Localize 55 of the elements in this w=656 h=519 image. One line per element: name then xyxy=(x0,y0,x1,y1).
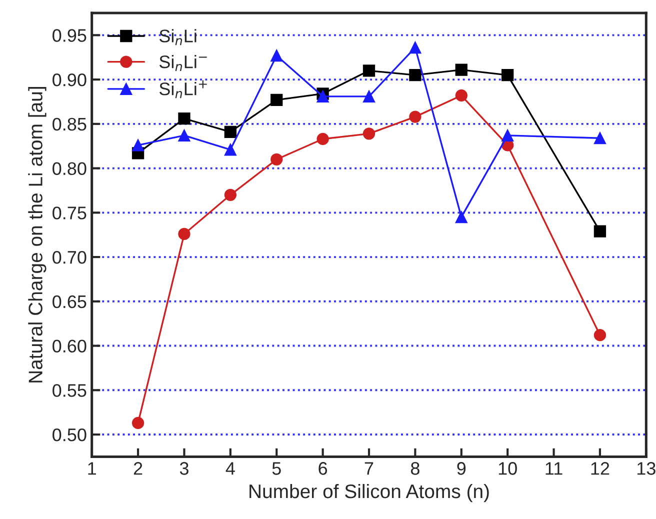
x-tick-label: 3 xyxy=(180,462,188,475)
x-tick-label: 2 xyxy=(134,462,142,475)
x-tick-label: 1 xyxy=(88,462,96,475)
point xyxy=(270,153,283,166)
point xyxy=(224,144,236,156)
y-tick-label: 0.60 xyxy=(52,340,86,353)
point xyxy=(409,110,422,123)
x-tick-label: 11 xyxy=(546,462,562,475)
legend-label: Si$_{n}$Li$^{+}$ xyxy=(159,80,207,98)
x-tick-label: 7 xyxy=(364,462,374,475)
point xyxy=(455,64,468,76)
y-axis-title: Natural Charge on the Li atom [au] xyxy=(28,87,46,382)
point xyxy=(594,225,606,238)
point xyxy=(224,188,236,201)
y-tick-label: 0.80 xyxy=(52,162,86,176)
y-tick-label: 0.55 xyxy=(52,384,86,397)
point xyxy=(455,211,468,224)
point xyxy=(132,416,144,430)
y-tick-label: 0.75 xyxy=(52,206,86,220)
point xyxy=(270,94,283,106)
point xyxy=(132,139,144,152)
x-tick-label: 8 xyxy=(410,462,420,475)
point xyxy=(594,329,606,342)
point xyxy=(270,50,283,62)
point xyxy=(502,129,514,142)
point xyxy=(362,64,376,77)
x-tick-label: 5 xyxy=(272,462,281,475)
legend-label: Si$_{n}$Li$^{−}$ xyxy=(159,54,207,72)
legend-label: Si$_{n}$Li xyxy=(159,29,196,46)
x-tick-label: 9 xyxy=(457,462,466,475)
point xyxy=(409,42,422,54)
point xyxy=(409,69,422,82)
point xyxy=(178,129,190,142)
point xyxy=(178,228,190,240)
y-tick-label: 0.65 xyxy=(52,295,86,308)
x-tick-label: 6 xyxy=(318,462,328,475)
point xyxy=(455,89,468,102)
point xyxy=(362,90,376,102)
x-tick-label: 12 xyxy=(591,462,610,475)
point xyxy=(594,132,606,144)
y-tick-label: 0.95 xyxy=(52,29,86,42)
y-tick-label: 0.85 xyxy=(52,118,86,131)
y-tick-label: 0.50 xyxy=(52,428,86,442)
y-tick-label: 0.90 xyxy=(52,73,86,86)
x-tick-label: 4 xyxy=(226,462,235,475)
point xyxy=(502,69,514,82)
point xyxy=(316,132,329,146)
point xyxy=(178,112,190,125)
point xyxy=(362,128,376,140)
x-tick-label: 10 xyxy=(498,462,517,475)
point xyxy=(224,126,236,138)
x-axis-title: Number of Silicon Atoms (n) xyxy=(250,484,489,502)
y-tick-label: 0.70 xyxy=(52,250,86,264)
x-tick-label: 13 xyxy=(637,462,656,475)
point xyxy=(316,90,329,102)
